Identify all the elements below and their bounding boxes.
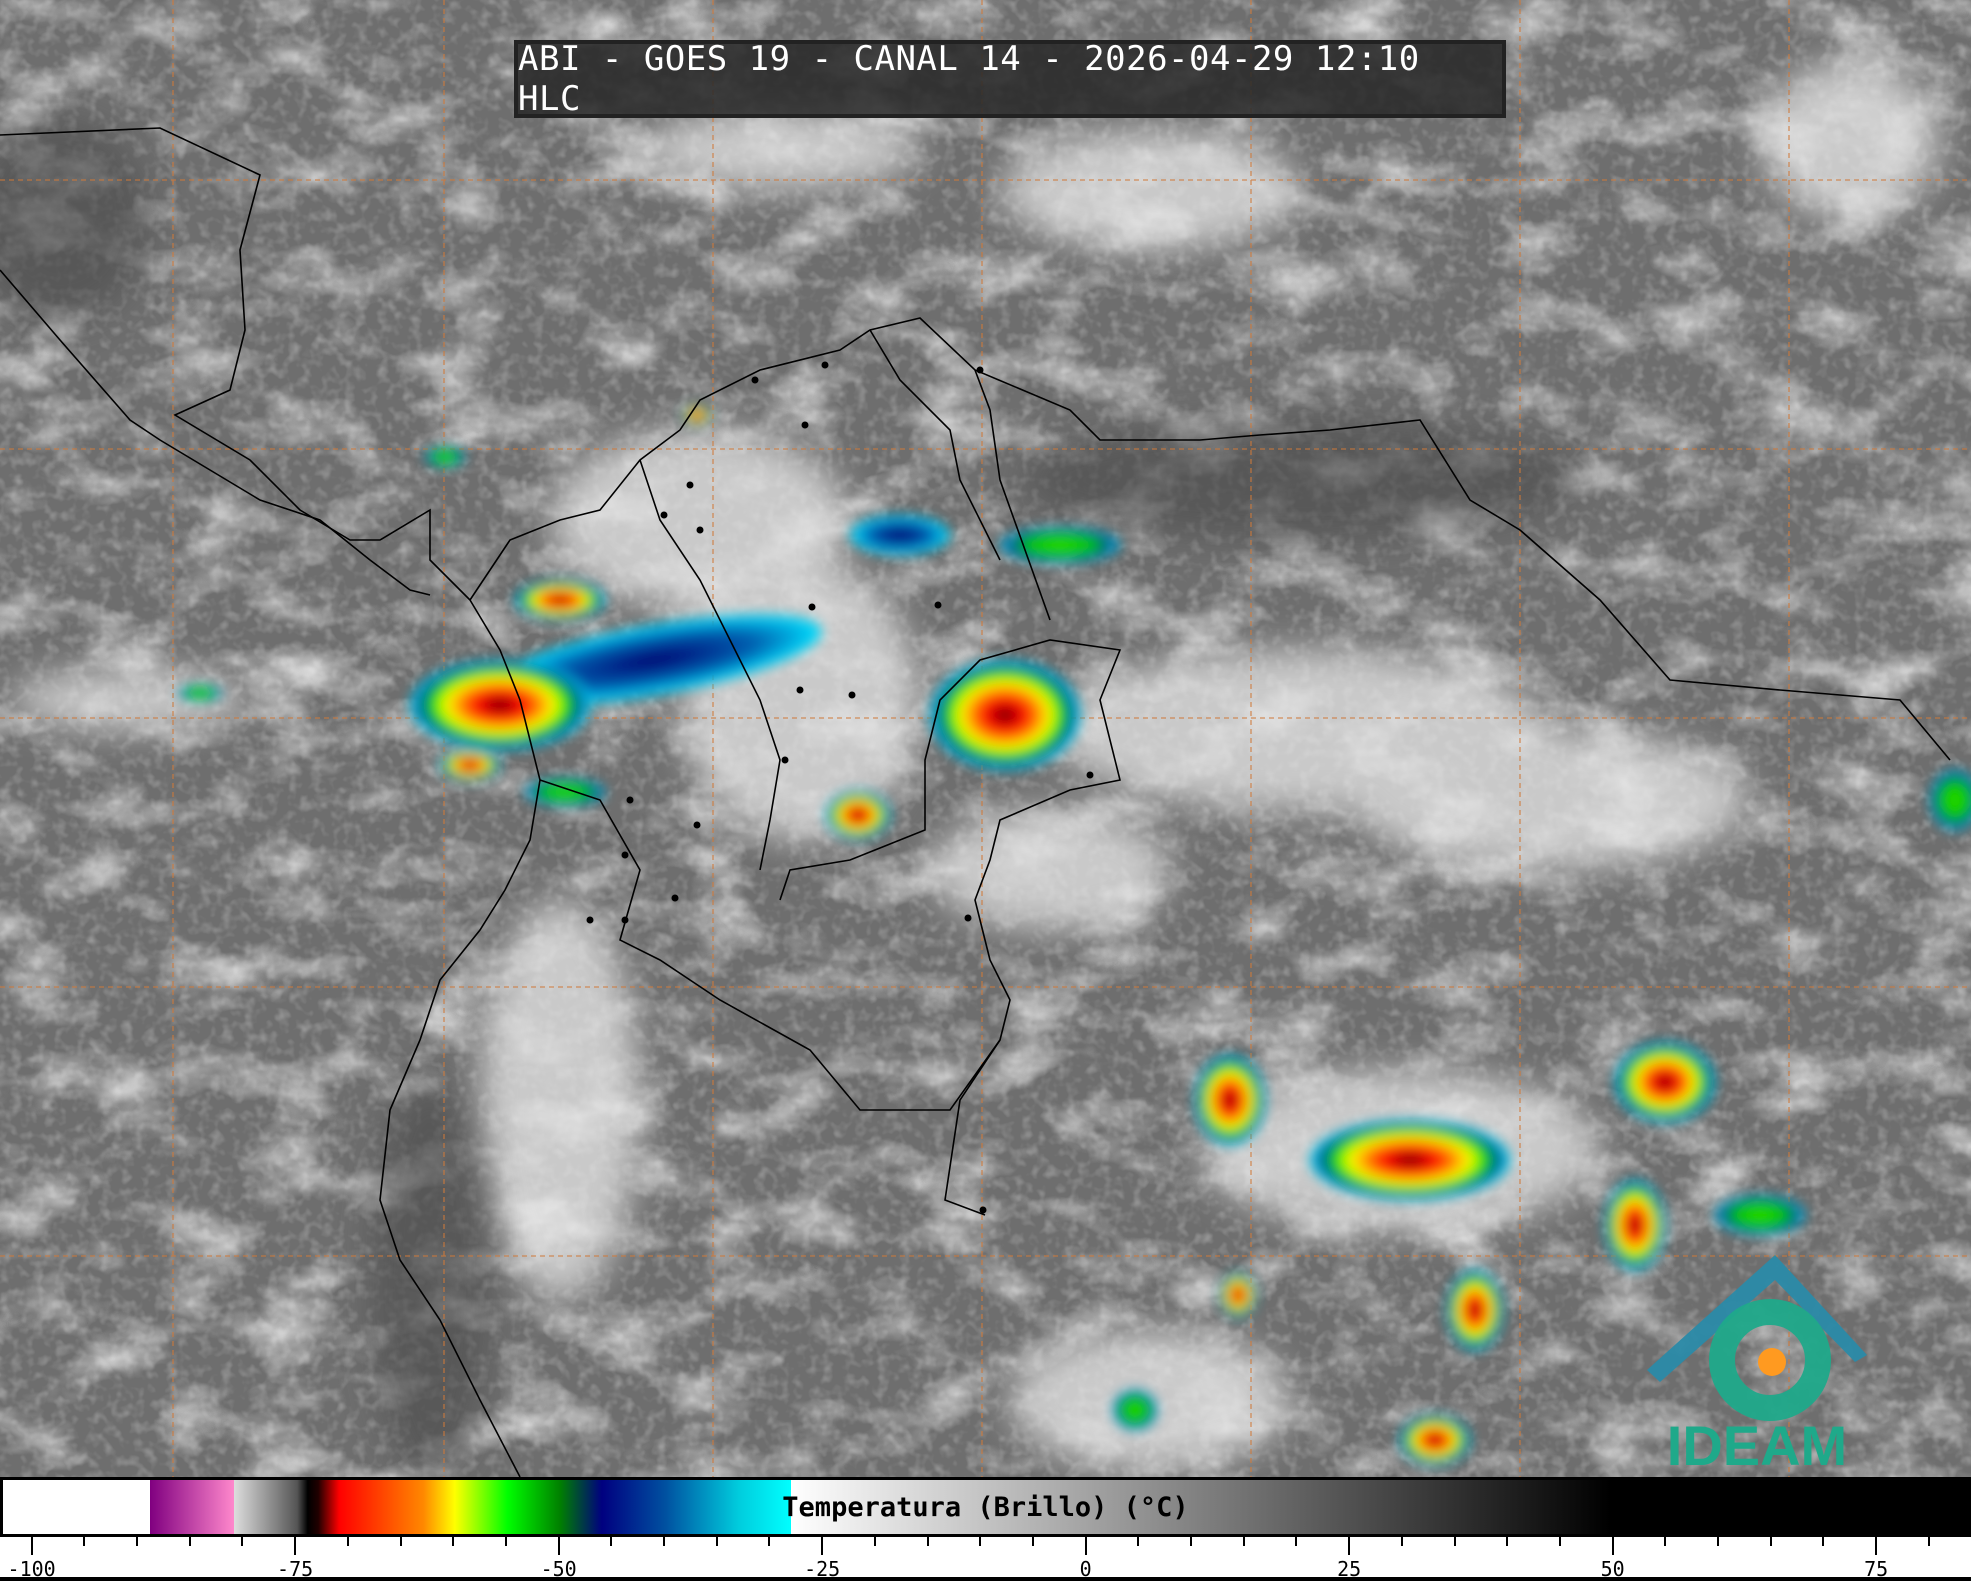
logo-roof [1647,1255,1867,1382]
minor-tick [346,1537,349,1546]
storm-blob [515,580,605,620]
storm-blob [410,660,590,750]
storm-blob [1605,1180,1665,1270]
major-tick [294,1537,297,1555]
storm-blob [1195,1055,1265,1145]
storm-blob [930,660,1080,770]
minor-tick [610,1537,613,1546]
storm-blob [1220,1273,1256,1317]
minor-tick [979,1537,982,1546]
tick-label: 50 [1600,1557,1625,1581]
minor-tick [926,1537,929,1546]
minor-tick [136,1537,139,1546]
major-tick [557,1537,560,1555]
tick-label: 75 [1864,1557,1889,1581]
minor-tick [1769,1537,1772,1546]
minor-tick [715,1537,718,1546]
tick-label: 0 [1079,1557,1092,1581]
minor-tick [1927,1537,1930,1546]
minor-tick [1664,1537,1667,1546]
tick-label: -100 [7,1557,56,1581]
coastlines-and-borders [0,127,1951,1477]
minor-tick [399,1537,402,1546]
minor-tick [1242,1537,1245,1546]
dark-land-regions [0,120,1580,1477]
minor-tick [1453,1537,1456,1546]
storm-blob [1400,1415,1470,1465]
colorbar-gradient [3,1480,1968,1534]
storm-blob [683,405,711,425]
storm-blob [1447,1270,1503,1350]
tick-label: -75 [277,1557,314,1581]
tick-label: 25 [1337,1557,1362,1581]
logo-text: IDEAM [1667,1414,1847,1477]
logo-swirl [1709,1299,1831,1421]
minor-tick [1137,1537,1140,1546]
minor-tick [873,1537,876,1546]
tick-label: -25 [804,1557,841,1581]
convective-storms [178,405,1971,1465]
storm-blob [525,778,605,806]
minor-tick [1558,1537,1561,1546]
storm-blob [850,515,950,555]
tick-label: -50 [540,1557,577,1581]
minor-tick [1822,1537,1825,1546]
major-tick [1611,1537,1614,1555]
colorbar-frame: Temperatura (Brillo) (°C) [0,1477,1971,1537]
storm-blob [1930,770,1971,830]
minor-tick [1190,1537,1193,1546]
storm-blob [178,685,222,701]
storm-blob [440,749,500,781]
minor-tick [188,1537,191,1546]
minor-tick [1295,1537,1298,1546]
satellite-map: IDEAM [0,0,1971,1477]
minor-tick [663,1537,666,1546]
minor-tick [768,1537,771,1546]
storm-blob [1310,1120,1510,1200]
minor-tick [1400,1537,1403,1546]
colorbar-label: Temperatura (Brillo) (°C) [782,1491,1189,1523]
storm-blob [1615,1042,1715,1122]
storm-blob [425,447,465,467]
storm-blob [826,791,890,839]
major-tick [1084,1537,1087,1555]
minor-tick [241,1537,244,1546]
major-tick [1875,1537,1878,1555]
major-tick [1348,1537,1351,1555]
colorbar-ticks: -100 -75 -50 -25 0 25 50 75 [0,1537,1971,1581]
major-tick [30,1537,33,1555]
minor-tick [452,1537,455,1546]
ideam-logo: IDEAM [1647,1255,1867,1477]
title-text: ABI - GOES 19 - CANAL 14 - 2026-04-29 12… [518,39,1420,119]
storm-blob [1715,1195,1805,1235]
bright-clouds [10,60,1940,1470]
minor-tick [1717,1537,1720,1546]
major-tick [821,1537,824,1555]
minor-tick [1031,1537,1034,1546]
minor-tick [83,1537,86,1546]
city-markers [586,361,1094,1214]
minor-tick [1506,1537,1509,1546]
image-title: ABI - GOES 19 - CANAL 14 - 2026-04-29 12… [514,39,1506,119]
storm-blob [1000,527,1120,563]
minor-tick [504,1537,507,1546]
storm-blob [1113,1390,1157,1430]
colorbar: Temperatura (Brillo) (°C) -100 -75 -50 -25 0… [0,1477,1971,1581]
